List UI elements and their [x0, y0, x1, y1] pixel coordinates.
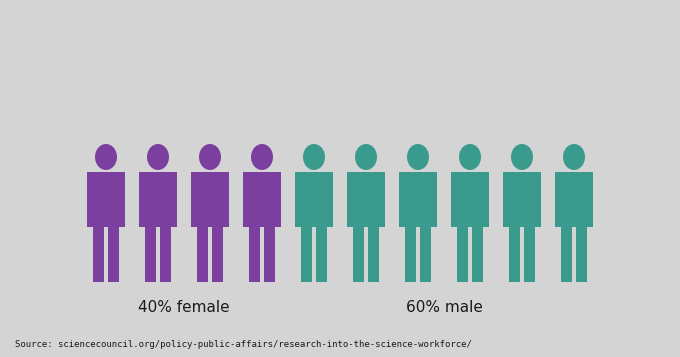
FancyBboxPatch shape [451, 172, 489, 227]
FancyBboxPatch shape [561, 227, 572, 282]
FancyBboxPatch shape [197, 227, 208, 282]
Text: 60% male: 60% male [405, 300, 482, 315]
FancyBboxPatch shape [399, 172, 437, 227]
FancyBboxPatch shape [576, 227, 587, 282]
Ellipse shape [95, 144, 117, 170]
Text: Source: sciencecouncil.org/policy-public-affairs/research-into-the-science-workf: Source: sciencecouncil.org/policy-public… [15, 340, 472, 349]
Ellipse shape [199, 144, 221, 170]
FancyBboxPatch shape [347, 172, 385, 227]
FancyBboxPatch shape [87, 172, 125, 227]
Ellipse shape [459, 144, 481, 170]
Ellipse shape [511, 144, 533, 170]
FancyBboxPatch shape [139, 172, 177, 227]
FancyBboxPatch shape [420, 227, 431, 282]
Ellipse shape [147, 144, 169, 170]
FancyBboxPatch shape [264, 227, 275, 282]
FancyBboxPatch shape [524, 227, 535, 282]
FancyBboxPatch shape [295, 172, 333, 227]
Ellipse shape [251, 144, 273, 170]
FancyBboxPatch shape [472, 227, 483, 282]
FancyBboxPatch shape [503, 172, 541, 227]
FancyBboxPatch shape [301, 227, 312, 282]
FancyBboxPatch shape [368, 227, 379, 282]
FancyBboxPatch shape [249, 227, 260, 282]
FancyBboxPatch shape [212, 227, 223, 282]
FancyBboxPatch shape [145, 227, 156, 282]
FancyBboxPatch shape [353, 227, 364, 282]
FancyBboxPatch shape [457, 227, 468, 282]
Ellipse shape [407, 144, 429, 170]
FancyBboxPatch shape [160, 227, 171, 282]
FancyBboxPatch shape [405, 227, 416, 282]
Ellipse shape [355, 144, 377, 170]
FancyBboxPatch shape [316, 227, 327, 282]
FancyBboxPatch shape [509, 227, 520, 282]
FancyBboxPatch shape [93, 227, 104, 282]
FancyBboxPatch shape [108, 227, 119, 282]
FancyBboxPatch shape [243, 172, 281, 227]
FancyBboxPatch shape [555, 172, 593, 227]
Ellipse shape [563, 144, 585, 170]
Ellipse shape [303, 144, 325, 170]
Text: 40% female: 40% female [138, 300, 230, 315]
FancyBboxPatch shape [191, 172, 229, 227]
